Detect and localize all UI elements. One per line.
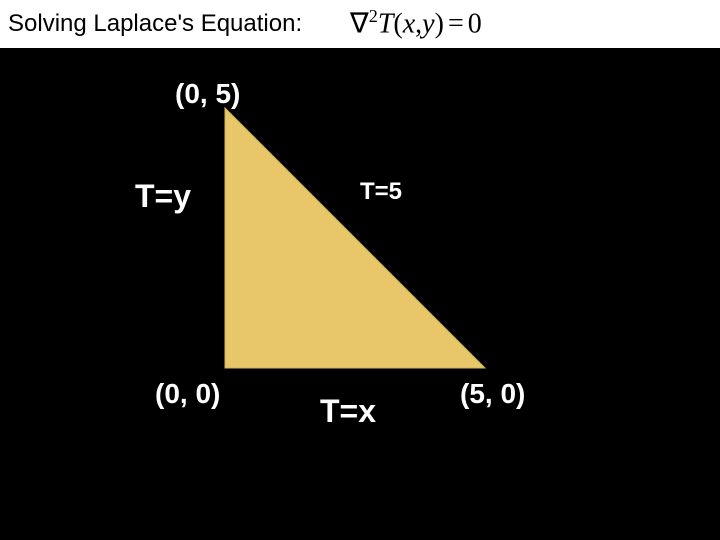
exponent-2: 2 [369, 6, 378, 26]
equation-y: y [422, 8, 434, 39]
edge-label-left: T=y [135, 178, 191, 215]
equation-zero: 0 [468, 8, 482, 39]
edge-label-hypotenuse: T=5 [360, 178, 402, 206]
equals-sign: = [448, 8, 464, 39]
vertex-label-right: (5, 0) [460, 378, 525, 410]
edge-label-bottom: T=x [320, 393, 376, 430]
vertex-label-top: (0, 5) [175, 78, 240, 110]
equation-T: T [378, 8, 394, 39]
close-paren: ) [435, 8, 444, 39]
domain-triangle [0, 48, 720, 540]
nabla-symbol: ∇ [350, 8, 369, 39]
equation-x: x [403, 8, 415, 39]
diagram-area: (0, 5) T=y T=5 (0, 0) T=x (5, 0) [0, 48, 720, 540]
open-paren: ( [393, 8, 402, 39]
vertex-label-origin: (0, 0) [155, 378, 220, 410]
triangle-polygon [225, 108, 485, 368]
header-title: Solving Laplace's Equation: [8, 10, 302, 38]
laplace-equation: ∇2T(x,y)=0 [350, 6, 482, 40]
